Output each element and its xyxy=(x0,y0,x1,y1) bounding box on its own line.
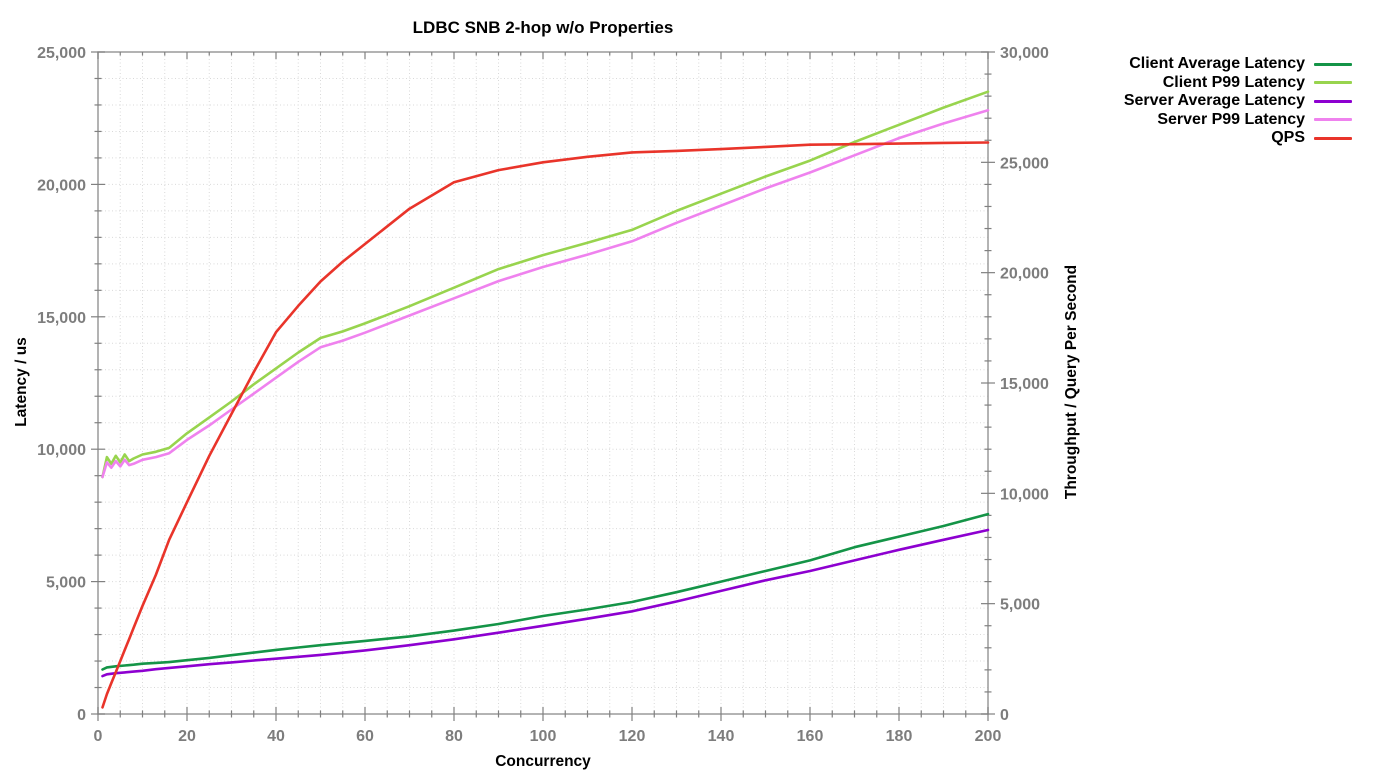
y-left-tick-label: 25,000 xyxy=(37,45,86,62)
legend-label: Server P99 Latency xyxy=(1157,110,1305,128)
legend-item: Server Average Latency xyxy=(1124,92,1352,111)
chart-title: LDBC SNB 2-hop w/o Properties xyxy=(412,18,674,37)
legend-line-sample xyxy=(1314,81,1352,85)
x-tick-label: 60 xyxy=(356,728,374,745)
y-right-tick-label: 20,000 xyxy=(1000,266,1049,283)
series-line-qps xyxy=(101,141,990,709)
legend-label: QPS xyxy=(1271,129,1305,147)
y-left-tick-label: 0 xyxy=(77,707,86,724)
legend-label: Client P99 Latency xyxy=(1162,73,1305,91)
legend-line-sample xyxy=(1314,99,1352,103)
series-line-client-p99-latency xyxy=(101,90,990,479)
y-right-tick-label: 10,000 xyxy=(1000,486,1049,503)
y-left-tick-label: 5,000 xyxy=(46,575,86,592)
x-tick-label: 80 xyxy=(445,728,463,745)
legend-item: Client Average Latency xyxy=(1129,55,1352,74)
x-tick-label: 200 xyxy=(975,728,1002,745)
x-tick-label: 20 xyxy=(178,728,196,745)
x-tick-label: 40 xyxy=(267,728,285,745)
legend-line-sample xyxy=(1314,136,1352,140)
y-right-tick-label: 15,000 xyxy=(1000,376,1049,393)
legend-line-sample xyxy=(1314,118,1352,122)
series-line-server-p99-latency xyxy=(101,109,990,479)
legend: Client Average Latency Client P99 Latency… xyxy=(1124,55,1352,148)
series-line-server-average-latency xyxy=(101,528,990,678)
y-left-tick-label: 15,000 xyxy=(37,310,86,327)
x-axis-label: Concurrency xyxy=(495,753,591,770)
y-left-tick-label: 20,000 xyxy=(37,177,86,194)
legend-item: Client P99 Latency xyxy=(1163,74,1352,93)
y-left-tick-label: 10,000 xyxy=(37,442,86,459)
y-right-tick-label: 25,000 xyxy=(1000,155,1049,172)
x-tick-label: 100 xyxy=(530,728,557,745)
y-right-tick-label: 30,000 xyxy=(1000,45,1049,62)
x-tick-label: 140 xyxy=(708,728,735,745)
x-tick-label: 0 xyxy=(94,728,103,745)
y-right-tick-label: 5,000 xyxy=(1000,597,1040,614)
x-tick-label: 160 xyxy=(797,728,824,745)
x-tick-label: 180 xyxy=(886,728,913,745)
legend-line-sample xyxy=(1314,62,1352,66)
legend-item: Server P99 Latency xyxy=(1157,111,1352,130)
y-right-tick-label: 0 xyxy=(1000,707,1009,724)
legend-item: QPS xyxy=(1271,129,1352,148)
legend-label: Client Average Latency xyxy=(1129,55,1305,73)
legend-label: Server Average Latency xyxy=(1123,92,1305,110)
x-tick-label: 120 xyxy=(619,728,646,745)
series-line-client-average-latency xyxy=(101,512,990,671)
